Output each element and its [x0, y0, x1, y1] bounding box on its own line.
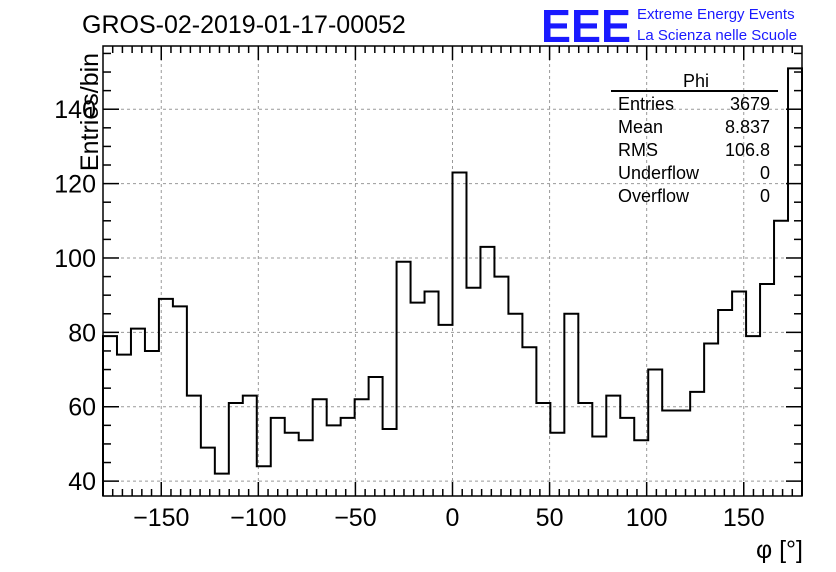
histogram-bin	[648, 370, 662, 496]
histogram-bin	[411, 303, 425, 496]
stats-label-rms: RMS	[618, 140, 658, 160]
histogram-bin	[453, 172, 467, 496]
histogram-bin	[578, 403, 592, 496]
histogram-bin	[439, 325, 453, 496]
histogram-bin	[397, 262, 411, 496]
histogram-bin	[732, 291, 746, 496]
histogram-bin	[550, 433, 564, 496]
chart-title: GROS-02-2019-01-17-00052	[82, 11, 406, 39]
stats-box: Phi Entries 3679 Mean 8.837 RMS 106.8 Un…	[611, 71, 778, 206]
histogram-bin	[215, 474, 229, 496]
x-axis-title: φ [°]	[756, 536, 803, 564]
axis-ticks	[103, 46, 802, 496]
histogram-bin	[187, 396, 201, 496]
histogram-bin	[774, 221, 788, 496]
stats-box-title: Phi	[683, 71, 709, 91]
y-axis-title: Entries/bin	[76, 53, 104, 171]
histogram-bin	[131, 329, 145, 496]
stats-value-underflow: 0	[760, 163, 770, 183]
histogram-bin	[746, 336, 760, 496]
logo-line-1: Extreme Energy Events	[637, 6, 795, 23]
x-tick-label: 50	[536, 504, 564, 532]
x-tick-label: 0	[446, 504, 460, 532]
grid-lines	[103, 46, 802, 496]
stats-label-entries: Entries	[618, 94, 674, 114]
histogram-bin	[662, 410, 676, 496]
histogram-bin	[508, 314, 522, 496]
logo-line-2: La Scienza nelle Scuole	[637, 27, 797, 44]
y-tick-label: 40	[68, 468, 96, 496]
histogram-bin	[327, 425, 341, 496]
histogram-bin	[341, 418, 355, 496]
histogram-bin	[760, 284, 774, 496]
histogram-bin	[229, 403, 243, 496]
y-tick-label: 80	[68, 319, 96, 347]
histogram-bin	[704, 344, 718, 496]
histogram-bin	[173, 306, 187, 496]
histogram-bin	[466, 288, 480, 496]
eee-logo: EEE Extreme Energy Events La Scienza nel…	[541, 0, 797, 52]
histogram-bin	[522, 347, 536, 496]
histogram-bin	[369, 377, 383, 496]
histogram-bin	[564, 314, 578, 496]
histogram-bin	[285, 433, 299, 496]
histogram-bin	[718, 310, 732, 496]
histogram-bin	[494, 277, 508, 496]
histogram-bin	[383, 429, 397, 496]
histogram-bin	[201, 448, 215, 496]
y-tick-labels: 40 60 80 100 120 140	[54, 96, 96, 496]
histogram-bin	[690, 392, 704, 496]
histogram-bin	[117, 355, 131, 496]
histogram-bin	[676, 410, 690, 496]
x-tick-label: −50	[334, 504, 376, 532]
eee-logo-mark: EEE	[541, 0, 631, 52]
histogram-bin	[355, 399, 369, 496]
histogram-outline	[102, 67, 803, 496]
histogram-bin	[243, 396, 257, 496]
x-tick-label: 150	[723, 504, 765, 532]
histogram-bin	[620, 418, 634, 496]
stats-label-overflow: Overflow	[618, 186, 690, 206]
stats-value-rms: 106.8	[725, 140, 770, 160]
y-tick-label: 120	[54, 171, 96, 199]
stats-label-underflow: Underflow	[618, 163, 700, 183]
stats-value-overflow: 0	[760, 186, 770, 206]
histogram-bin	[103, 336, 117, 496]
histogram-bin	[145, 351, 159, 496]
histogram-bin	[425, 291, 439, 496]
histogram-bin	[480, 247, 494, 496]
x-tick-labels: −150 −100 −50 0 50 100 150	[133, 504, 765, 532]
histogram-bin	[788, 68, 802, 496]
y-tick-label: 140	[54, 96, 96, 124]
stats-value-entries: 3679	[730, 94, 770, 114]
histogram-bin	[271, 418, 285, 496]
histogram-bin	[592, 436, 606, 496]
x-tick-label: 100	[626, 504, 668, 532]
y-tick-label: 60	[68, 394, 96, 422]
y-tick-label: 100	[54, 245, 96, 273]
histogram-bin	[299, 440, 313, 496]
histogram-bin	[536, 403, 550, 496]
stats-label-mean: Mean	[618, 117, 663, 137]
x-tick-label: −150	[133, 504, 189, 532]
stats-value-mean: 8.837	[725, 117, 770, 137]
histogram-bin	[159, 299, 173, 496]
x-tick-label: −100	[230, 504, 286, 532]
histogram-bin	[606, 396, 620, 496]
histogram-bin	[313, 399, 327, 496]
